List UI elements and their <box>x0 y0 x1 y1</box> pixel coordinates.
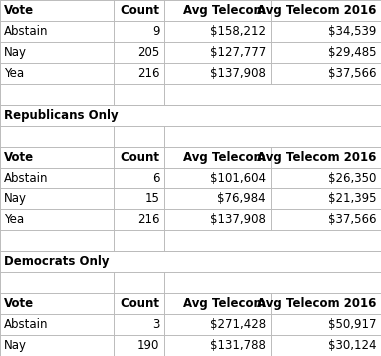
Text: 9: 9 <box>152 25 159 38</box>
Text: Avg Telecom: Avg Telecom <box>183 151 266 163</box>
Text: $29,485: $29,485 <box>328 46 376 59</box>
Text: Abstain: Abstain <box>4 172 48 184</box>
Text: Nay: Nay <box>4 193 27 205</box>
Text: Abstain: Abstain <box>4 25 48 38</box>
Text: Count: Count <box>120 297 159 310</box>
Text: 15: 15 <box>144 193 159 205</box>
Text: 216: 216 <box>137 67 159 80</box>
Text: $37,566: $37,566 <box>328 213 376 226</box>
Text: $30,124: $30,124 <box>328 339 376 352</box>
Text: Republicans Only: Republicans Only <box>4 109 118 122</box>
Text: Vote: Vote <box>4 151 34 163</box>
Text: Avg Telecom: Avg Telecom <box>183 297 266 310</box>
Text: Yea: Yea <box>4 67 24 80</box>
Text: Nay: Nay <box>4 339 27 352</box>
Text: $131,788: $131,788 <box>210 339 266 352</box>
Text: $271,428: $271,428 <box>210 318 266 331</box>
Text: Nay: Nay <box>4 46 27 59</box>
Text: $37,566: $37,566 <box>328 67 376 80</box>
Text: $101,604: $101,604 <box>210 172 266 184</box>
Text: Democrats Only: Democrats Only <box>4 255 109 268</box>
Text: $76,984: $76,984 <box>217 193 266 205</box>
Text: 205: 205 <box>137 46 159 59</box>
Text: 190: 190 <box>137 339 159 352</box>
Text: $34,539: $34,539 <box>328 25 376 38</box>
Text: Vote: Vote <box>4 297 34 310</box>
Text: $158,212: $158,212 <box>210 25 266 38</box>
Text: Avg Telecom 2016: Avg Telecom 2016 <box>257 297 376 310</box>
Text: Count: Count <box>120 4 159 17</box>
Text: 3: 3 <box>152 318 159 331</box>
Text: $127,777: $127,777 <box>210 46 266 59</box>
Text: Avg Telecom 2016: Avg Telecom 2016 <box>257 151 376 163</box>
Text: Avg Telecom: Avg Telecom <box>183 4 266 17</box>
Text: $137,908: $137,908 <box>210 213 266 226</box>
Text: $50,917: $50,917 <box>328 318 376 331</box>
Text: Abstain: Abstain <box>4 318 48 331</box>
Text: $26,350: $26,350 <box>328 172 376 184</box>
Text: Avg Telecom 2016: Avg Telecom 2016 <box>257 4 376 17</box>
Text: Count: Count <box>120 151 159 163</box>
Text: Yea: Yea <box>4 213 24 226</box>
Text: $137,908: $137,908 <box>210 67 266 80</box>
Text: 216: 216 <box>137 213 159 226</box>
Text: 6: 6 <box>152 172 159 184</box>
Text: $21,395: $21,395 <box>328 193 376 205</box>
Text: Vote: Vote <box>4 4 34 17</box>
